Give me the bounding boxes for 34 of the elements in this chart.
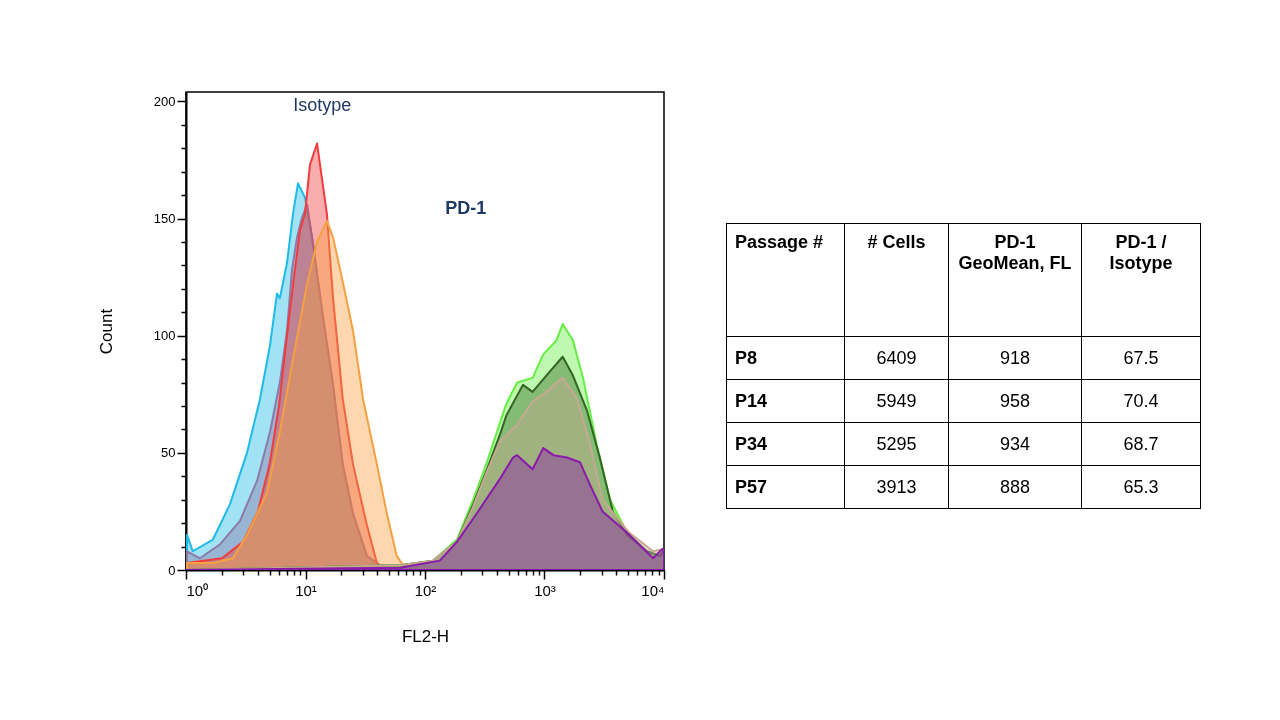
category-label: P34 [735,433,768,454]
y-tick-label: 150 [153,211,176,227]
text: 918 [999,347,1031,368]
category-label: PD-1 GeoMean, FL [948,223,1082,337]
text: 888 [999,476,1031,497]
category-label: P8 [735,347,758,368]
text: 934 [999,433,1031,454]
category-label: Passage # [726,223,845,337]
x-tick-label: 10⁰ [186,581,209,599]
text: 6409 [876,347,917,368]
text: 70.4 [1123,390,1159,411]
category-label: P14 [735,390,768,411]
text: 68.7 [1123,433,1159,454]
y-axis-title: Count [96,308,116,355]
text: 5949 [876,390,917,411]
category-label: PD-1 / Isotype [1081,223,1201,337]
x-tick-label: 10³ [534,581,556,599]
category-label: P57 [735,476,768,497]
y-tick-label: 0 [168,562,176,578]
y-tick-label: 100 [153,328,176,344]
annotation: Isotype [293,95,352,116]
text: 5295 [876,433,917,454]
y-tick-label: 50 [161,445,176,461]
annotation: PD-1 [445,198,487,219]
x-tick-label: 10¹ [295,581,317,599]
y-tick-label: 200 [153,93,176,109]
x-axis-title: FL2-H [401,626,450,646]
text: 65.3 [1123,476,1159,497]
category-label: # Cells [844,223,949,337]
text: 67.5 [1123,347,1159,368]
text: 3913 [876,476,917,497]
x-tick-label: 10⁴ [641,581,665,599]
text: 958 [999,390,1031,411]
x-tick-label: 10² [414,581,437,599]
